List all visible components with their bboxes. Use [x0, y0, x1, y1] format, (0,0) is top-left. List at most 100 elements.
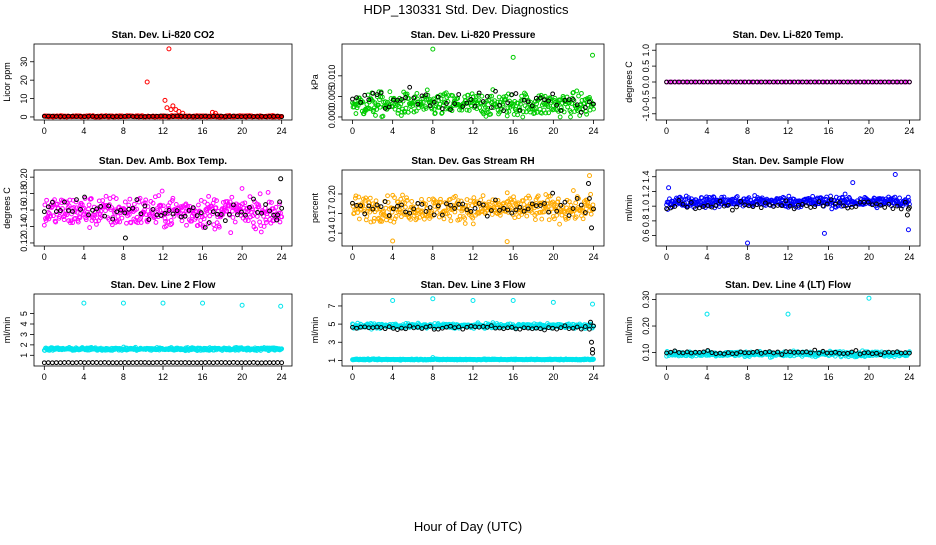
- data-point: [732, 79, 738, 85]
- data-point: [886, 201, 892, 207]
- data-point: [850, 180, 856, 186]
- data-point: [398, 101, 404, 107]
- y-tick-label: 5: [19, 311, 29, 316]
- x-tick-label: 8: [121, 126, 126, 136]
- data-series: [41, 113, 285, 120]
- x-tick-label: 0: [350, 252, 355, 262]
- data-point: [239, 209, 244, 215]
- y-tick-label: 0.6: [641, 229, 651, 242]
- data-point: [110, 214, 116, 220]
- data-point: [399, 109, 405, 115]
- data-point: [194, 213, 200, 219]
- data-point: [497, 102, 502, 108]
- data-point: [554, 208, 560, 214]
- data-point: [257, 191, 263, 197]
- panel-title: Stan. Dev. Li-820 Temp.: [733, 30, 844, 41]
- y-tick-label: 1.4: [641, 170, 651, 183]
- data-point: [444, 101, 449, 106]
- data-point: [555, 199, 561, 205]
- data-point: [399, 97, 404, 102]
- data-point: [42, 202, 48, 208]
- x-tick-label: 24: [589, 126, 599, 136]
- data-point: [733, 195, 739, 200]
- data-point: [505, 207, 511, 213]
- data-point: [534, 211, 539, 216]
- data-point: [378, 90, 384, 96]
- data-point: [350, 200, 355, 206]
- data-point: [773, 79, 779, 85]
- data-point: [470, 215, 476, 221]
- data-point: [423, 92, 429, 98]
- x-tick-label: 20: [864, 252, 874, 262]
- data-point: [493, 197, 498, 203]
- data-point: [230, 215, 236, 220]
- data-point: [371, 107, 377, 113]
- data-point: [557, 114, 563, 120]
- data-point: [170, 103, 176, 109]
- data-point: [62, 199, 67, 205]
- data-point: [382, 326, 388, 332]
- data-point: [370, 206, 376, 212]
- panel-ylabel: ml/min: [2, 317, 12, 344]
- data-point: [582, 324, 588, 329]
- data-point: [390, 206, 396, 212]
- data-point: [185, 203, 191, 209]
- data-point: [664, 206, 669, 212]
- data-point: [699, 79, 705, 85]
- data-point: [684, 204, 690, 210]
- data-point: [907, 350, 912, 356]
- data-point: [70, 360, 75, 366]
- data-point: [902, 199, 908, 205]
- data-point: [399, 202, 404, 208]
- data-point: [821, 230, 827, 236]
- data-point: [404, 195, 409, 201]
- data-point: [779, 352, 785, 357]
- data-point: [521, 97, 527, 103]
- y-tick-label: 20: [19, 75, 29, 85]
- data-point: [404, 197, 410, 203]
- data-point: [99, 213, 105, 219]
- data-point: [563, 216, 569, 222]
- data-point: [517, 204, 523, 210]
- data-point: [53, 219, 59, 225]
- data-point: [783, 198, 789, 204]
- data-point: [672, 204, 678, 209]
- data-point: [374, 107, 380, 112]
- data-point: [130, 360, 136, 366]
- data-point: [381, 208, 386, 214]
- data-series: [350, 180, 596, 231]
- data-point: [166, 46, 172, 52]
- data-point: [559, 212, 565, 218]
- data-point: [804, 203, 809, 209]
- data-point: [472, 205, 478, 211]
- data-point: [810, 193, 816, 199]
- data-point: [767, 349, 772, 355]
- data-point: [202, 225, 208, 230]
- x-tick-label: 8: [745, 126, 750, 136]
- data-point: [748, 79, 754, 85]
- y-tick-label: 0.17: [327, 205, 337, 223]
- data-point: [546, 110, 552, 116]
- data-point: [179, 218, 185, 224]
- data-point: [115, 214, 121, 219]
- data-point: [47, 211, 52, 216]
- data-point: [128, 220, 134, 226]
- data-point: [709, 350, 715, 356]
- data-point: [71, 205, 77, 210]
- data-point: [252, 211, 258, 216]
- data-point: [45, 204, 51, 210]
- data-point: [98, 204, 104, 209]
- data-point: [269, 200, 274, 205]
- data-point: [515, 100, 521, 106]
- data-point: [779, 203, 785, 209]
- data-point: [350, 96, 355, 102]
- data-point: [411, 109, 417, 115]
- data-point: [493, 200, 499, 206]
- data-point: [239, 360, 244, 366]
- data-point: [166, 206, 172, 211]
- data-point: [448, 107, 453, 112]
- data-point: [806, 79, 811, 85]
- data-point: [816, 199, 822, 205]
- data-point: [488, 105, 494, 110]
